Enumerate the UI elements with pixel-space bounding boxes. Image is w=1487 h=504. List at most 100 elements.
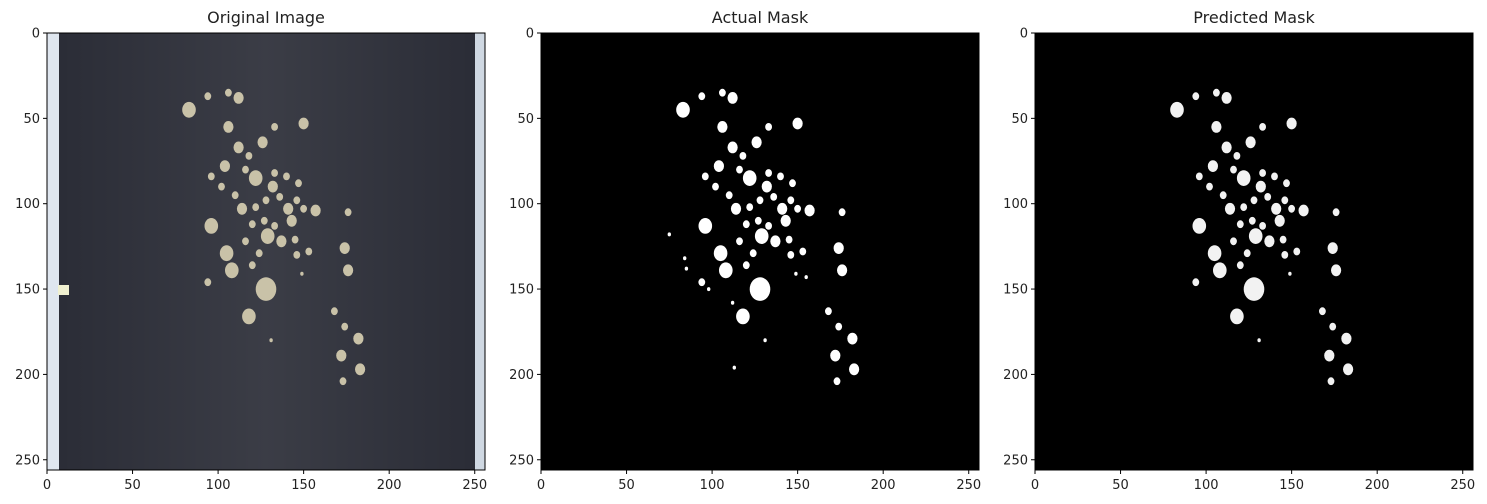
particle [1343, 363, 1354, 376]
x-tick-label: 50 [618, 478, 635, 493]
x-axis: 0 50 100 150 200 250 [43, 470, 487, 493]
particle [298, 117, 309, 130]
particle [698, 218, 713, 234]
particle [787, 196, 795, 205]
particle [719, 262, 733, 279]
y-tick-label: 0 [32, 27, 40, 42]
particle [1211, 121, 1222, 133]
y-tick-label: 200 [509, 368, 534, 383]
particle [1257, 338, 1261, 343]
particle [1271, 172, 1278, 181]
particle [1207, 160, 1218, 173]
y-tick-label: 50 [517, 112, 534, 127]
y-tick-label: 100 [1003, 197, 1028, 212]
image-background [1035, 33, 1473, 470]
particle [1213, 262, 1227, 279]
particle [1213, 88, 1220, 97]
particle [736, 237, 743, 246]
particle [204, 218, 219, 234]
x-tick-label: 150 [1279, 478, 1304, 493]
particle [770, 193, 778, 201]
particle [276, 235, 287, 248]
particle [794, 271, 798, 276]
panel-predicted-mask: Predicted Mask 0 50 100 150 200 250 0 50 100 150… [1003, 8, 1475, 493]
particle [1327, 242, 1338, 255]
x-tick-label: 250 [956, 478, 981, 493]
particle [271, 169, 278, 177]
particle [701, 172, 709, 181]
particle [1233, 152, 1241, 160]
particle [787, 251, 795, 259]
particle [727, 92, 738, 104]
particle [736, 308, 750, 325]
particle [293, 251, 301, 259]
x-tick-label: 50 [1112, 478, 1129, 493]
particle [231, 191, 239, 200]
particle [847, 332, 858, 345]
image-decoration [47, 33, 485, 470]
particle [341, 322, 349, 331]
particle [1288, 204, 1295, 213]
particle [1279, 235, 1287, 244]
particle [749, 249, 757, 258]
particle [219, 160, 230, 173]
particle [225, 88, 232, 97]
y-tick-label: 200 [15, 368, 40, 383]
y-tick-label: 100 [15, 197, 40, 212]
panel-title: Actual Mask [712, 8, 809, 27]
particle [1170, 101, 1184, 118]
particle [252, 203, 260, 212]
particle [765, 123, 772, 131]
x-tick-label: 0 [537, 478, 545, 493]
particle [794, 204, 801, 213]
y-axis: 0 50 100 150 200 250 [509, 27, 541, 468]
y-tick-label: 50 [1011, 112, 1028, 127]
particle [1206, 182, 1213, 191]
y-tick-label: 100 [509, 197, 534, 212]
particle [1245, 136, 1256, 149]
particle [835, 322, 843, 331]
particle [291, 235, 299, 244]
x-tick-label: 150 [785, 478, 810, 493]
particle [283, 172, 290, 181]
particle [1250, 196, 1258, 205]
edge-marker [58, 285, 69, 295]
particle [355, 363, 366, 376]
particle [286, 214, 297, 227]
particle [1293, 247, 1301, 256]
particle [698, 278, 706, 287]
x-tick-label: 100 [1194, 478, 1219, 493]
particle [283, 202, 294, 215]
particles [1170, 88, 1354, 386]
particle [683, 256, 687, 261]
particle [248, 261, 256, 270]
particle [770, 235, 781, 248]
x-tick-label: 0 [1031, 478, 1039, 493]
particle [1327, 377, 1335, 386]
particle [707, 287, 711, 292]
particle [684, 266, 689, 271]
particle [804, 275, 808, 280]
particles [667, 88, 860, 386]
particle [727, 141, 738, 154]
axes-frame [1034, 32, 1474, 471]
particle [248, 220, 256, 229]
x-axis: 0 50 100 150 200 250 [1031, 470, 1475, 493]
particle [1283, 179, 1290, 188]
y-axis: 0 50 100 150 200 250 [15, 27, 47, 468]
y-tick-label: 50 [23, 112, 40, 127]
particle [223, 121, 234, 133]
particle [1192, 218, 1207, 234]
particle [1281, 196, 1289, 205]
particle [255, 249, 263, 258]
particle [353, 332, 364, 345]
particle [1298, 204, 1309, 217]
particle [1230, 165, 1237, 174]
particle [1332, 208, 1340, 217]
particle [1207, 245, 1222, 262]
y-axis: 0 50 100 150 200 250 [1003, 27, 1035, 468]
y-tick-label: 200 [1003, 368, 1028, 383]
particle [293, 196, 301, 205]
particle [331, 307, 338, 316]
